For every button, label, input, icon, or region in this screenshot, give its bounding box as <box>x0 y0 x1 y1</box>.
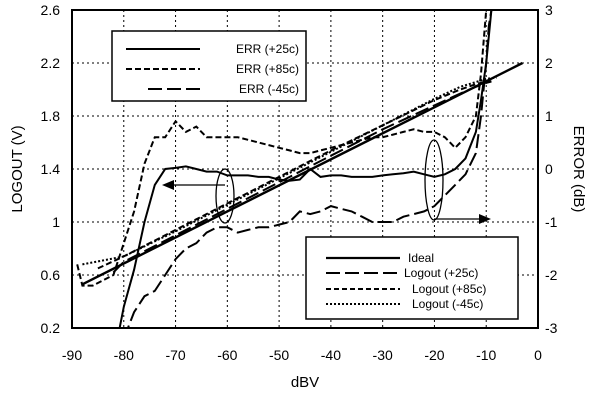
series-line-logout-45c <box>82 76 497 266</box>
y-left-tick-label: 0.6 <box>41 267 61 283</box>
legend-label-logout-25: Logout (+25c) <box>404 266 478 280</box>
legend-bottom-box <box>305 236 519 320</box>
y-left-tick-label: 0.2 <box>41 320 61 336</box>
legend-top: ERR (+25c) ERR (+85c) ERR (-45c) <box>111 30 307 102</box>
x-tick-label: -30 <box>373 347 393 363</box>
x-tick-label: -50 <box>269 347 289 363</box>
x-tick-label: -60 <box>217 347 237 363</box>
legend-top-box <box>111 30 307 102</box>
x-tick-label: -70 <box>165 347 185 363</box>
series-line-err-45c <box>126 10 493 328</box>
x-tick-label: -90 <box>62 347 82 363</box>
y-right-tick-label: 2 <box>545 55 553 71</box>
y-left-tick-label: 1.8 <box>41 108 61 124</box>
x-tick-label: 0 <box>534 347 542 363</box>
y-right-tick-label: 0 <box>545 161 553 177</box>
annotations <box>162 139 491 224</box>
x-tick-label: -80 <box>114 347 134 363</box>
series-line-logout-25c <box>112 80 492 274</box>
legend-label-err-25: ERR (+25c) <box>236 42 299 56</box>
plot-frame <box>71 9 539 329</box>
x-tick-label: -20 <box>424 347 444 363</box>
series-line-err-85c <box>76 10 488 287</box>
arrowhead-right <box>479 214 491 224</box>
series-line-logout-85c <box>97 80 492 270</box>
y-right-tick-label: 3 <box>545 2 553 18</box>
x-axis-title: dBV <box>291 374 319 391</box>
tick-labels: -90 -80 -70 -60 -50 -40 -30 -20 -10 00.20.611.41.… <box>41 2 558 363</box>
y-left-tick-label: 1.4 <box>41 161 61 177</box>
x-tick-label: -40 <box>321 347 341 363</box>
series-line-err-25c <box>118 10 493 328</box>
annotation-ellipse-left <box>215 168 235 224</box>
y-left-tick-label: 2.6 <box>41 2 61 18</box>
legend-label-err-m45: ERR (-45c) <box>239 82 299 96</box>
y-left-tick-label: 2.2 <box>41 55 61 71</box>
y-right-tick-label: -1 <box>545 214 558 230</box>
series-line-ideal <box>81 61 524 286</box>
legend-bottom: Ideal Logout (+25c) Logout (+85c) Logout… <box>305 236 519 320</box>
x-tick-label: -10 <box>476 347 496 363</box>
legend-label-err-85: ERR (+85c) <box>236 62 299 76</box>
right-y-axis-title: ERROR (dB) <box>570 126 587 213</box>
y-left-tick-label: 1 <box>52 214 60 230</box>
annotation-ellipse-right <box>424 139 444 221</box>
legend-label-logout-m45: Logout (-45c) <box>412 297 483 311</box>
legend-label-logout-85: Logout (+85c) <box>412 282 486 296</box>
arrowhead-left <box>162 180 174 190</box>
y-right-tick-label: -2 <box>545 267 558 283</box>
y-right-tick-label: -3 <box>545 320 558 336</box>
legend-label-ideal: Ideal <box>408 251 434 265</box>
left-y-axis-title: LOGOUT (V) <box>9 125 26 212</box>
series-layer <box>76 10 524 328</box>
y-right-tick-label: 1 <box>545 108 553 124</box>
